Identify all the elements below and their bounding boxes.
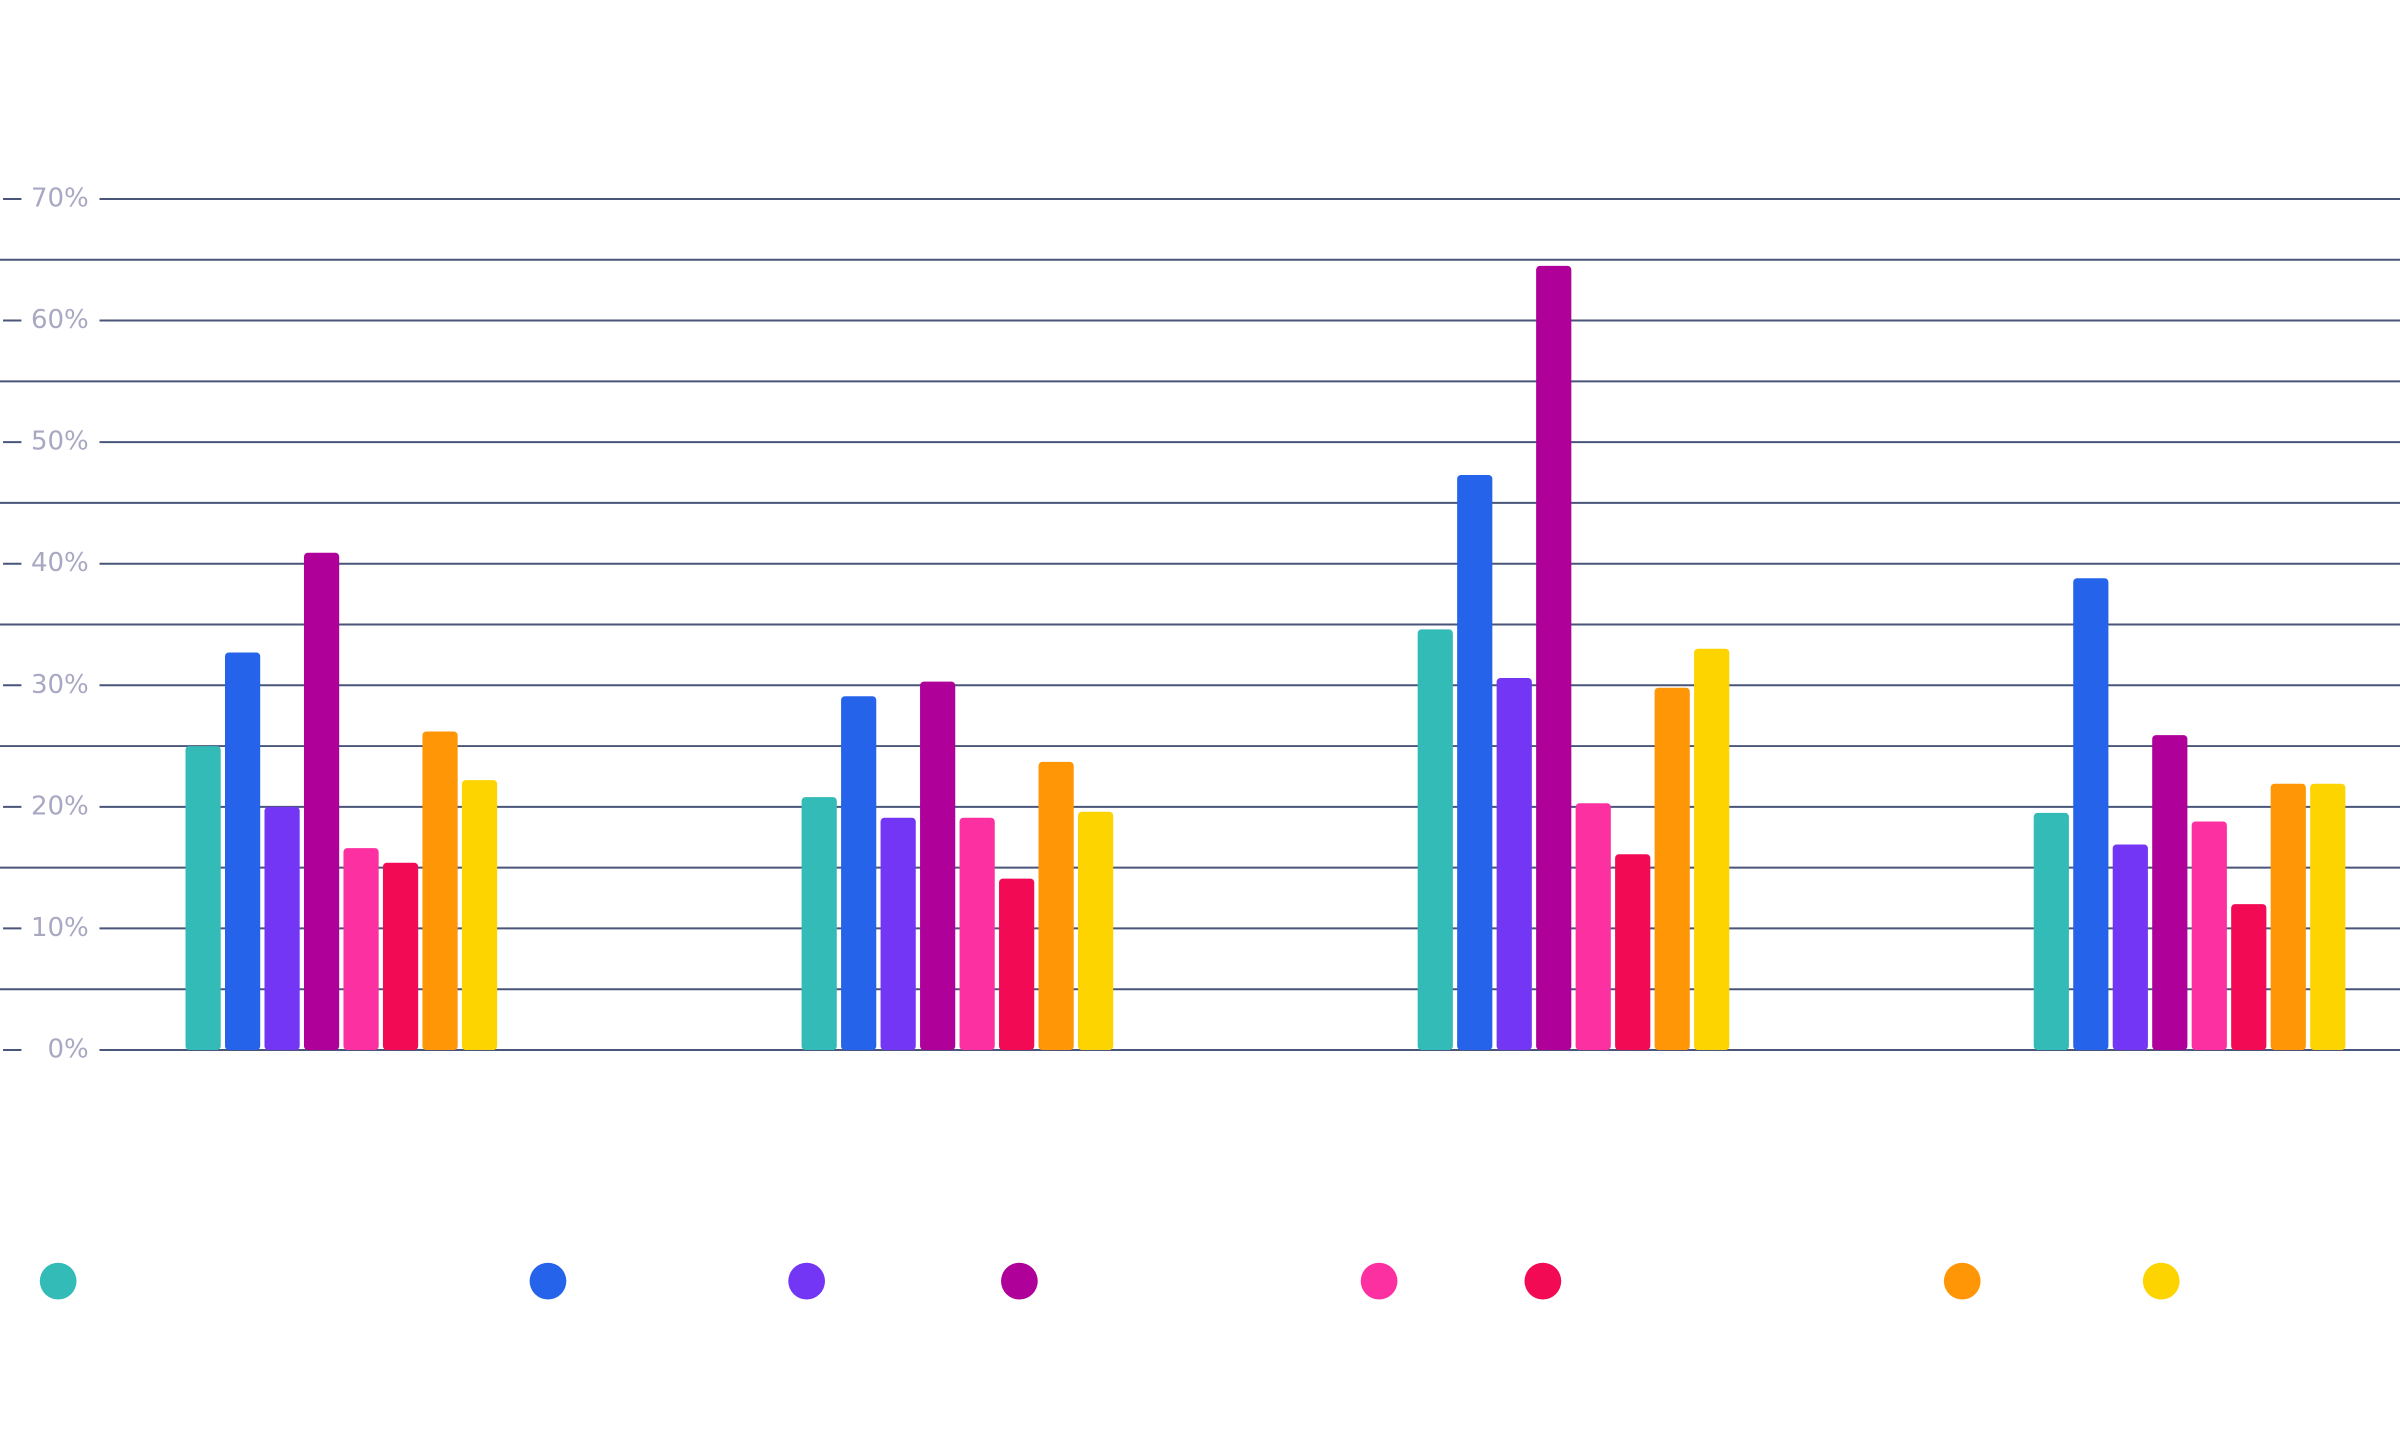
- bar: [225, 652, 261, 1050]
- legend-marker: [788, 1262, 825, 1300]
- bar: [1654, 687, 1690, 1050]
- bar: [461, 780, 498, 1050]
- legend-marker: [1001, 1262, 1038, 1300]
- y-tick-label: 20%: [31, 791, 89, 821]
- bar: [2310, 783, 2346, 1050]
- bar: [422, 731, 458, 1050]
- bar: [1575, 803, 1611, 1050]
- bar: [920, 681, 956, 1050]
- bar: [880, 817, 916, 1050]
- bar: [185, 746, 221, 1050]
- bar: [1615, 854, 1651, 1050]
- bar: [2270, 783, 2306, 1050]
- y-tick-label: 40%: [31, 548, 89, 578]
- legend-marker: [1524, 1262, 1562, 1300]
- bar: [2112, 844, 2148, 1050]
- bar: [2033, 812, 2069, 1050]
- bar: [1496, 677, 1532, 1050]
- bar: [2073, 578, 2109, 1050]
- bar: [2191, 821, 2227, 1050]
- bar: [841, 696, 877, 1050]
- bar: [1694, 648, 1730, 1050]
- legend-marker: [1360, 1262, 1398, 1300]
- y-tick-label: 50%: [31, 427, 89, 457]
- bar: [2231, 904, 2267, 1050]
- y-tick-label: 30%: [31, 670, 89, 700]
- bar: [382, 862, 419, 1050]
- bar: [1078, 811, 1114, 1050]
- legend-marker: [39, 1262, 77, 1300]
- bar: [1417, 629, 1453, 1050]
- y-tick-label: 0%: [47, 1035, 88, 1065]
- legend-marker: [1943, 1262, 1981, 1300]
- bar: [303, 552, 340, 1050]
- bar: [999, 878, 1035, 1050]
- bar: [1457, 474, 1493, 1050]
- legend-marker: [529, 1262, 567, 1300]
- y-tick-label: 70%: [31, 183, 89, 213]
- bar: [343, 848, 379, 1050]
- legend-marker: [2142, 1262, 2180, 1300]
- bar: [801, 797, 837, 1050]
- bar: [2152, 735, 2188, 1050]
- bar: [959, 817, 995, 1050]
- bar: [1536, 265, 1572, 1051]
- bar: [264, 806, 300, 1050]
- y-tick-label: 60%: [31, 305, 89, 335]
- bar: [1038, 761, 1074, 1050]
- y-tick-label: 10%: [31, 913, 89, 943]
